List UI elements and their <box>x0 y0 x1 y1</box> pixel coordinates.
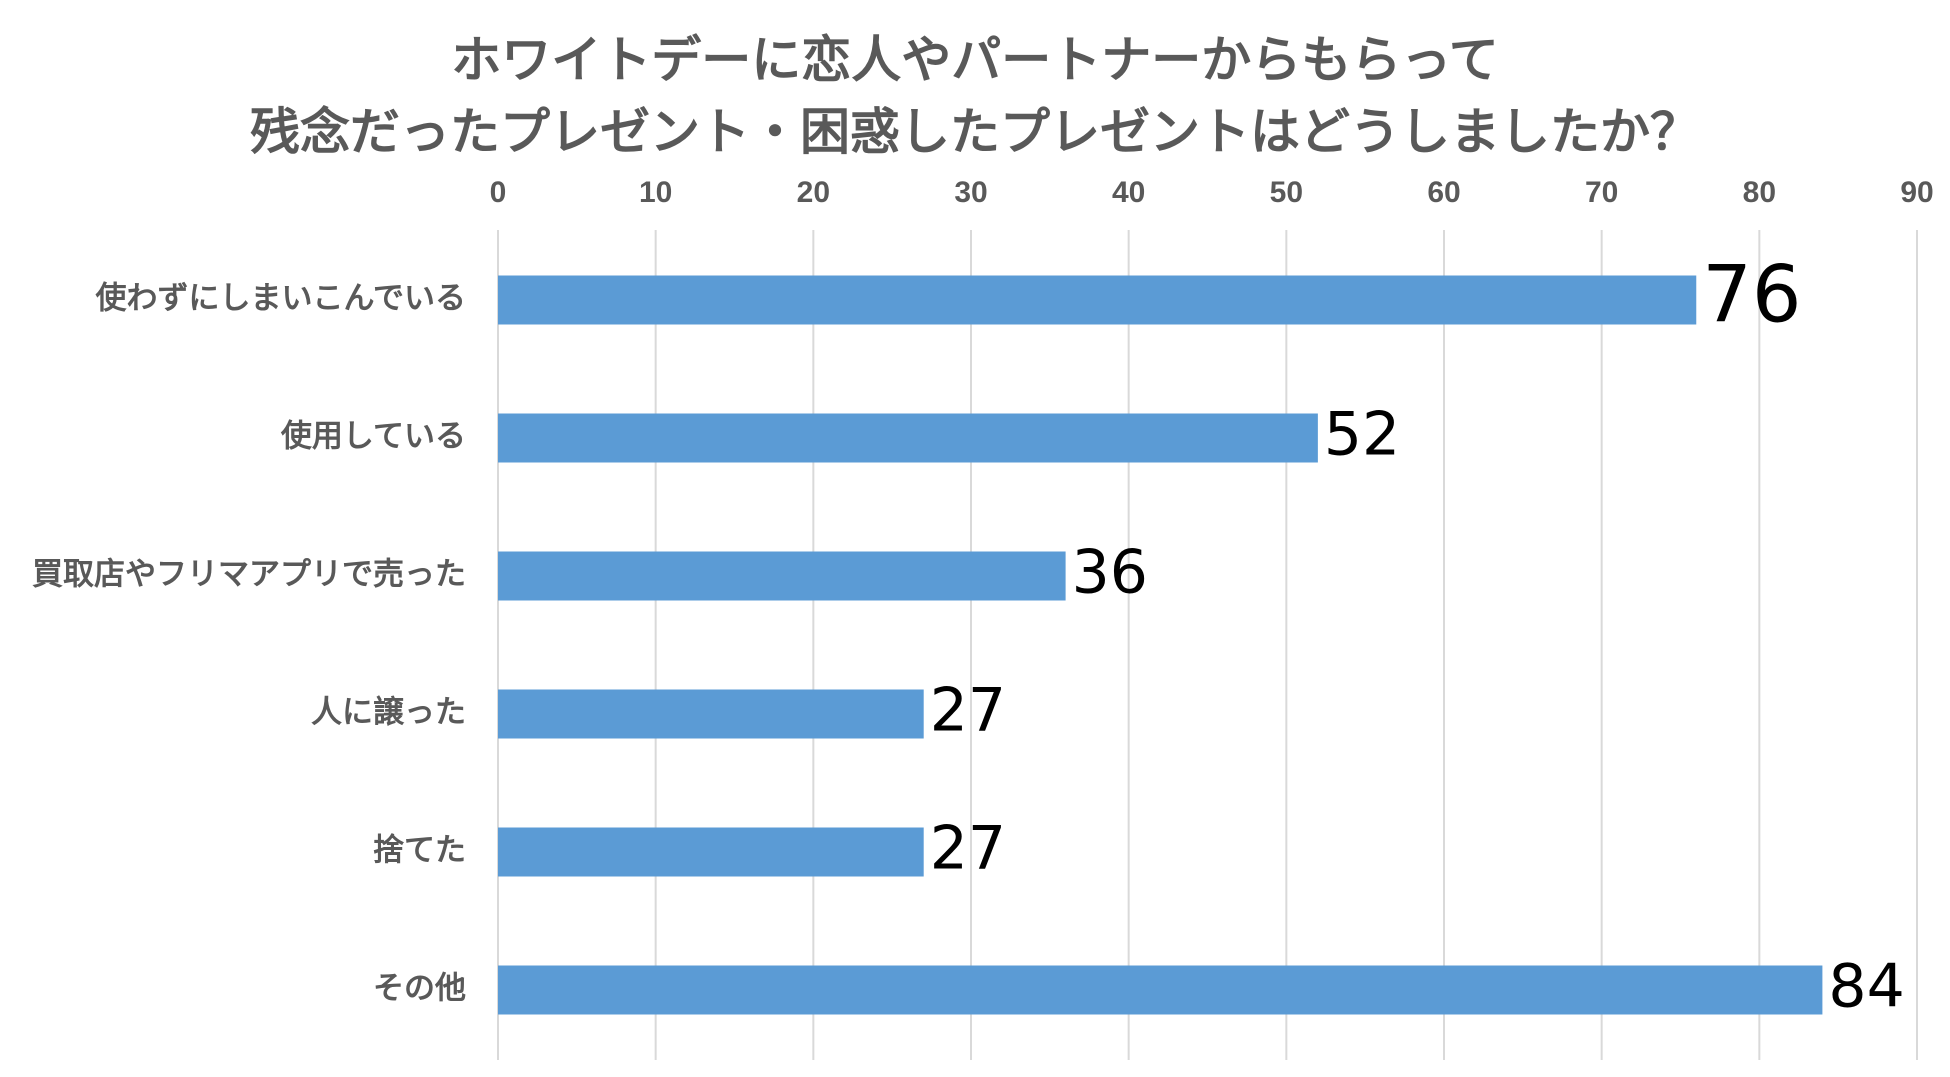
bar <box>498 413 1318 463</box>
category-label: 捨てた <box>373 833 466 869</box>
x-tick-label: 80 <box>1743 176 1776 209</box>
bar <box>498 689 924 739</box>
bar <box>498 275 1697 325</box>
category-label: 人に譲った <box>311 695 466 731</box>
chart-title-line-1: ホワイトデーに恋人やパートナーからもらって <box>451 31 1499 89</box>
chart-title: ホワイトデーに恋人やパートナーからもらって 残念だったプレゼント・困惑したプレゼ… <box>0 24 1950 168</box>
data-label: 27 <box>930 814 1006 884</box>
data-labels: 76 52 36 27 27 84 <box>930 250 1905 1021</box>
x-tick-label: 20 <box>797 176 830 209</box>
bar <box>498 827 924 877</box>
x-tick-label: 10 <box>639 176 672 209</box>
bar <box>498 551 1066 601</box>
data-label: 36 <box>1072 538 1148 608</box>
data-label: 76 <box>1702 250 1801 340</box>
x-tick-label: 50 <box>1270 176 1303 209</box>
chart-title-line-2: 残念だったプレゼント・困惑したプレゼントはどうしましたか？ <box>250 103 1700 161</box>
category-labels: 使わずにしまいこんでいる使用している買取店やフリマアプリで売った人に譲った捨てた… <box>32 281 466 1007</box>
category-label: 使わずにしまいこんでいる <box>95 281 466 317</box>
category-label: 買取店やフリマアプリで売った <box>32 557 466 593</box>
category-label: 使用している <box>280 419 466 455</box>
data-label: 52 <box>1324 400 1400 470</box>
gridlines <box>497 230 1918 1060</box>
x-tick-label: 90 <box>1900 176 1933 209</box>
x-axis-ticks: 0 10 20 30 40 50 60 70 80 90 <box>490 176 1934 209</box>
x-tick-label: 40 <box>1112 176 1145 209</box>
category-label: その他 <box>373 971 466 1007</box>
x-tick-label: 30 <box>954 176 987 209</box>
bar <box>498 965 1823 1015</box>
bars <box>498 275 1823 1015</box>
data-label: 27 <box>930 676 1006 746</box>
data-label: 84 <box>1828 952 1904 1022</box>
x-tick-label: 60 <box>1427 176 1460 209</box>
x-tick-label: 70 <box>1585 176 1618 209</box>
x-tick-label: 0 <box>490 176 507 209</box>
